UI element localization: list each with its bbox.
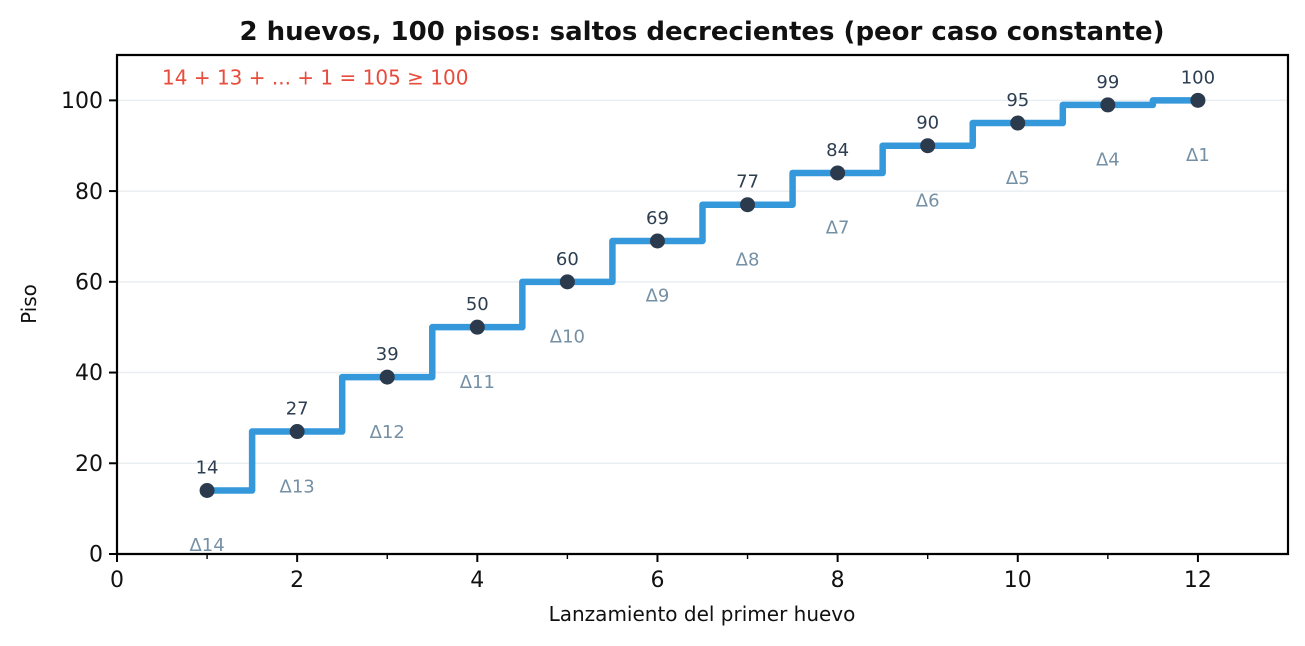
axes-box	[115, 53, 1290, 556]
x-tick-label: 12	[1184, 568, 1212, 593]
x-axis-label: Lanzamiento del primer huevo	[549, 602, 856, 626]
delta-label: Δ7	[826, 218, 850, 239]
delta-label: Δ12	[370, 422, 405, 443]
data-point-marker	[920, 138, 936, 154]
y-tick-label: 100	[61, 89, 103, 114]
data-point-marker	[1010, 115, 1026, 131]
y-tick-label: 20	[75, 452, 103, 477]
data-point-marker	[1190, 92, 1206, 108]
annotation-text: 14 + 13 + ... + 1 = 105 ≥ 100	[162, 66, 468, 90]
delta-label: Δ4	[1096, 150, 1120, 171]
point-value-label: 90	[916, 113, 939, 134]
x-tick-label: 4	[470, 568, 484, 593]
point-value-label: 14	[196, 457, 219, 478]
y-tick-label: 0	[89, 543, 103, 568]
data-point-marker	[379, 369, 395, 385]
delta-label: Δ1	[1186, 145, 1210, 166]
data-point-marker	[649, 233, 665, 249]
data-point-marker	[199, 482, 215, 498]
data-point-marker	[289, 424, 305, 440]
point-value-label: 77	[736, 172, 759, 193]
delta-label: Δ5	[1006, 168, 1030, 189]
tick-layer: 0 20 40 60 80 100 0 2 4 6 8 10 12	[61, 89, 1212, 593]
chart-title: 2 huevos, 100 pisos: saltos decrecientes…	[240, 17, 1165, 47]
delta-label: Δ13	[280, 476, 315, 497]
data-point-marker	[830, 165, 846, 181]
point-value-label: 99	[1096, 72, 1119, 93]
y-tick-label: 60	[75, 271, 103, 296]
x-tick-label: 8	[831, 568, 845, 593]
data-point-marker	[469, 319, 485, 335]
data-point-marker	[740, 197, 756, 213]
y-axis-label: Piso	[17, 284, 41, 324]
delta-label: Δ10	[550, 327, 585, 348]
point-value-label: 69	[646, 208, 669, 229]
point-value-label: 50	[466, 294, 489, 315]
text-layer: 2 huevos, 100 pisos: saltos decrecientes…	[17, 17, 1164, 626]
x-tick-label: 6	[650, 568, 664, 593]
y-tick-label: 40	[75, 361, 103, 386]
x-tick-label: 2	[290, 568, 304, 593]
point-value-label: 84	[826, 140, 849, 161]
point-value-label: 27	[286, 399, 309, 420]
point-value-label: 39	[376, 344, 399, 365]
delta-label: Δ9	[646, 286, 670, 307]
data-point-marker	[559, 274, 575, 290]
x-tick-label: 0	[110, 568, 124, 593]
x-tick-label: 10	[1004, 568, 1032, 593]
point-value-label: 60	[556, 249, 579, 270]
step-line	[203, 97, 1202, 494]
data-point-marker	[1100, 97, 1116, 113]
point-value-label: 100	[1181, 67, 1215, 88]
point-value-label: 95	[1006, 90, 1029, 111]
delta-label: Δ6	[916, 190, 940, 211]
delta-label: Δ11	[460, 372, 495, 393]
axes-spines	[115, 53, 1290, 556]
y-tick-label: 80	[75, 180, 103, 205]
delta-label: Δ14	[189, 535, 224, 556]
delta-label: Δ8	[736, 249, 760, 270]
series-layer: 14 Δ14 27 Δ13 39 Δ12 50 Δ11 60 Δ10 69 Δ9 77 Δ8 84 Δ7 90 Δ…	[189, 67, 1215, 556]
